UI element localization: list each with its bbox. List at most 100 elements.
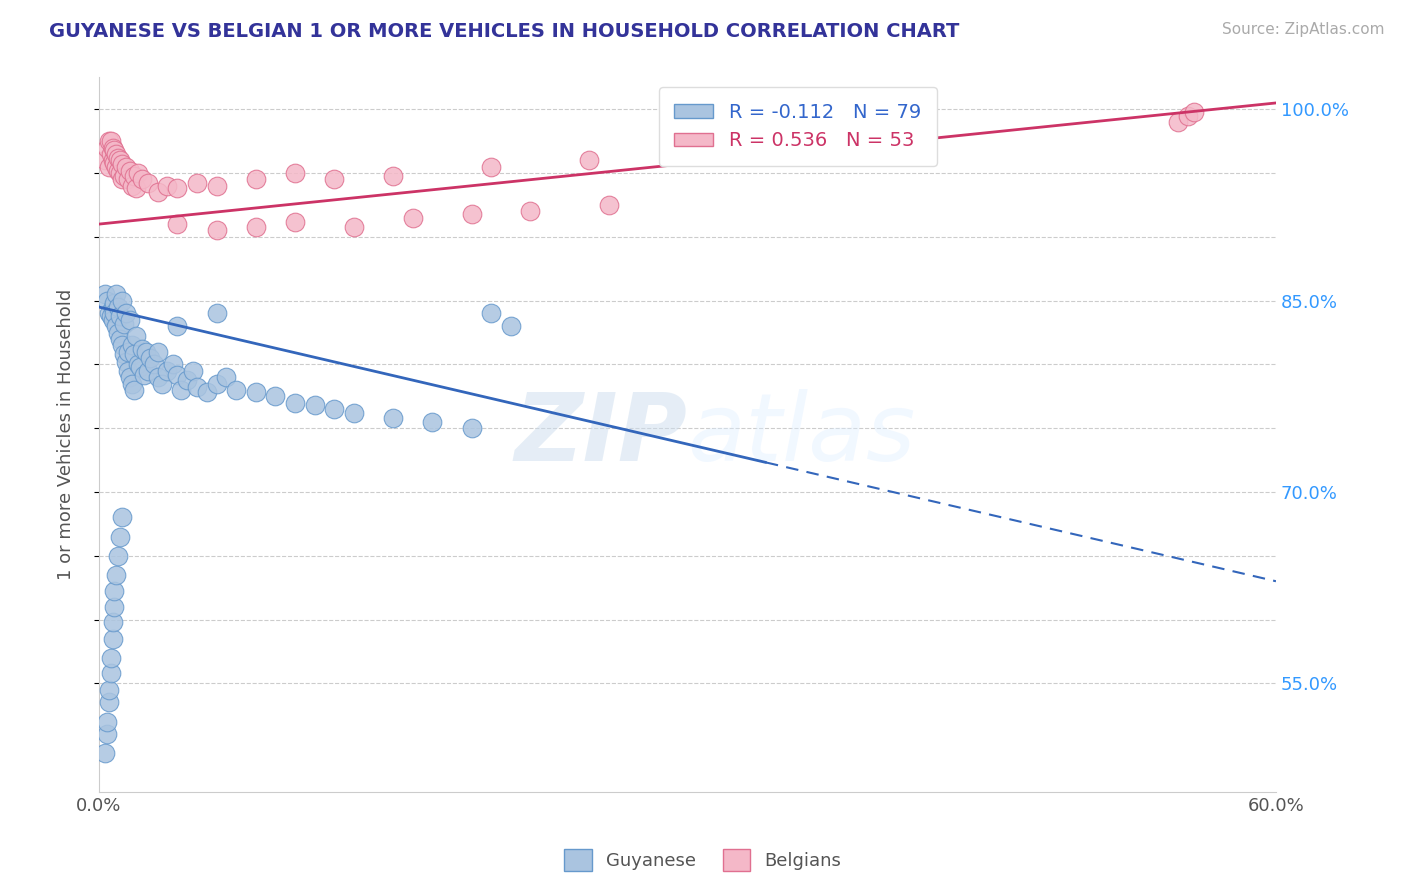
Point xyxy=(115,355,138,369)
Legend: Guyanese, Belgians: Guyanese, Belgians xyxy=(557,842,849,879)
Point xyxy=(129,359,152,374)
Point xyxy=(215,370,238,384)
Point xyxy=(122,383,145,397)
Point xyxy=(245,172,267,186)
Point xyxy=(136,176,159,190)
Point xyxy=(186,176,208,190)
Point xyxy=(125,181,148,195)
Point xyxy=(166,368,188,382)
Y-axis label: 1 or more Vehicles in Household: 1 or more Vehicles in Household xyxy=(58,289,75,580)
Point xyxy=(100,309,122,323)
Point xyxy=(101,153,124,168)
Point xyxy=(103,306,125,320)
Point xyxy=(111,172,134,186)
Point xyxy=(112,317,135,331)
Point xyxy=(343,406,366,420)
Text: GUYANESE VS BELGIAN 1 OR MORE VEHICLES IN HOUSEHOLD CORRELATION CHART: GUYANESE VS BELGIAN 1 OR MORE VEHICLES I… xyxy=(49,22,959,41)
Point xyxy=(205,178,228,193)
Point xyxy=(284,166,307,180)
Point xyxy=(131,342,153,356)
Point xyxy=(402,211,425,225)
Point xyxy=(284,395,307,409)
Point xyxy=(105,567,128,582)
Point xyxy=(225,383,247,397)
Point xyxy=(284,214,307,228)
Point xyxy=(121,338,143,352)
Point xyxy=(150,376,173,391)
Point xyxy=(142,358,165,372)
Point xyxy=(264,389,287,403)
Point xyxy=(245,219,267,234)
Point xyxy=(166,181,188,195)
Point xyxy=(107,549,129,563)
Point xyxy=(101,300,124,314)
Point xyxy=(479,160,502,174)
Point xyxy=(139,351,162,365)
Point xyxy=(121,178,143,193)
Point xyxy=(460,207,482,221)
Point xyxy=(97,306,120,320)
Point xyxy=(100,650,122,665)
Point xyxy=(598,198,620,212)
Point xyxy=(111,293,134,308)
Point xyxy=(132,368,155,382)
Point xyxy=(105,287,128,301)
Point xyxy=(110,166,132,180)
Point xyxy=(382,169,405,183)
Point xyxy=(115,160,138,174)
Point xyxy=(120,312,142,326)
Point xyxy=(181,364,204,378)
Point xyxy=(499,319,522,334)
Point xyxy=(97,134,120,148)
Point xyxy=(97,682,120,697)
Point xyxy=(205,223,228,237)
Point xyxy=(125,329,148,343)
Point xyxy=(96,727,118,741)
Point xyxy=(146,344,169,359)
Point xyxy=(110,332,132,346)
Point xyxy=(122,169,145,183)
Point xyxy=(103,599,125,614)
Point xyxy=(304,398,326,412)
Point xyxy=(127,166,149,180)
Point xyxy=(156,178,179,193)
Point xyxy=(111,157,134,171)
Point xyxy=(176,373,198,387)
Point xyxy=(120,370,142,384)
Point xyxy=(195,385,218,400)
Point xyxy=(105,160,128,174)
Point xyxy=(107,326,129,340)
Point xyxy=(460,421,482,435)
Point xyxy=(101,140,124,154)
Point xyxy=(170,383,193,397)
Point xyxy=(97,695,120,709)
Point xyxy=(136,364,159,378)
Point xyxy=(120,163,142,178)
Point xyxy=(117,172,139,186)
Point xyxy=(166,217,188,231)
Point xyxy=(93,153,115,168)
Point xyxy=(112,347,135,361)
Point xyxy=(343,219,366,234)
Point xyxy=(111,510,134,524)
Point xyxy=(1182,104,1205,119)
Point xyxy=(105,319,128,334)
Point xyxy=(323,402,346,417)
Text: atlas: atlas xyxy=(688,389,915,480)
Point xyxy=(121,376,143,391)
Point xyxy=(479,306,502,320)
Point xyxy=(186,380,208,394)
Point xyxy=(135,344,157,359)
Point xyxy=(96,714,118,729)
Point xyxy=(245,385,267,400)
Point xyxy=(101,312,124,326)
Point xyxy=(1167,115,1189,129)
Point xyxy=(107,151,129,165)
Point xyxy=(117,364,139,378)
Point xyxy=(110,530,132,544)
Point xyxy=(1177,109,1199,123)
Point xyxy=(97,160,120,174)
Point xyxy=(103,584,125,599)
Point xyxy=(156,364,179,378)
Point xyxy=(323,172,346,186)
